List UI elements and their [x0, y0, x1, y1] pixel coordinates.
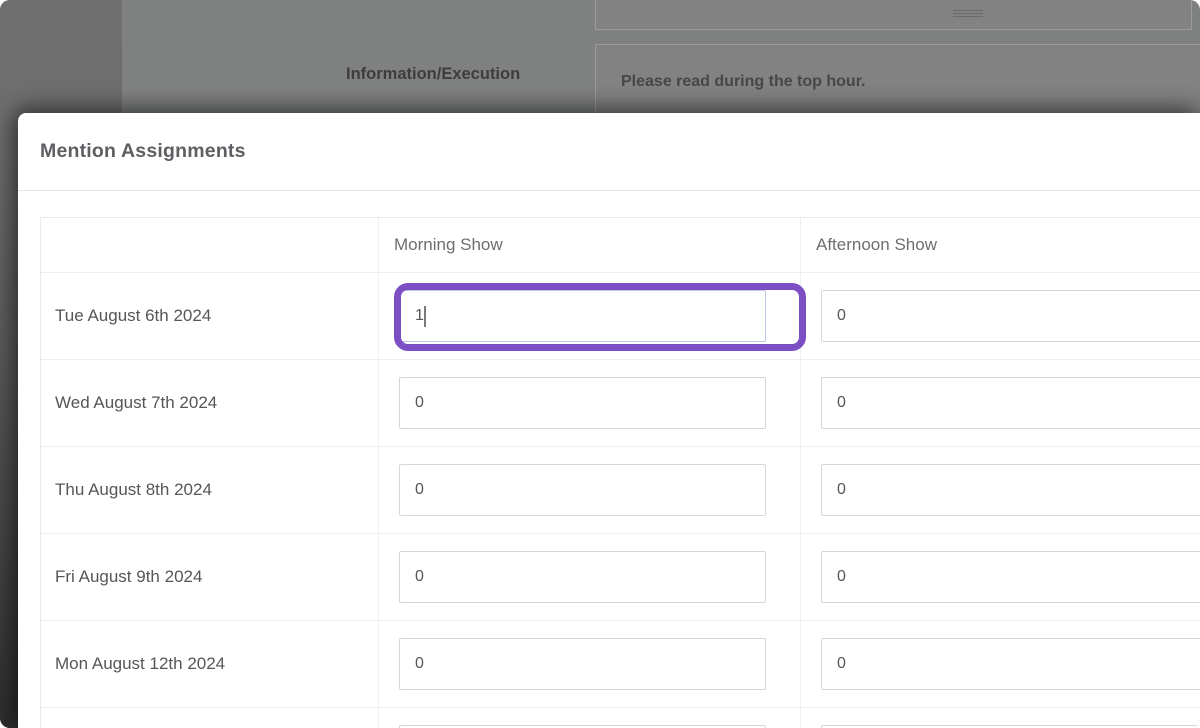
- column-header-afternoon: Afternoon Show: [801, 218, 1200, 273]
- morning-show-input[interactable]: [399, 551, 766, 603]
- row-date-label: Mon August 12th 2024: [41, 621, 379, 708]
- morning-cell: [379, 621, 801, 708]
- row-date-label: Fri August 9th 2024: [41, 534, 379, 621]
- row-date-label: Tue August 6th 2024: [41, 273, 379, 360]
- afternoon-cell: [801, 273, 1200, 360]
- modal-title: Mention Assignments: [40, 140, 246, 162]
- afternoon-show-input[interactable]: [821, 725, 1200, 728]
- text-cursor: [424, 306, 426, 327]
- afternoon-show-input[interactable]: [821, 464, 1200, 516]
- column-header-date: [41, 218, 379, 273]
- morning-show-input[interactable]: [399, 290, 766, 342]
- morning-show-input[interactable]: [399, 464, 766, 516]
- afternoon-show-input[interactable]: [821, 638, 1200, 690]
- assignments-table: Morning Show Afternoon Show Tue August 6…: [40, 217, 1200, 728]
- morning-cell: [379, 360, 801, 447]
- row-date-label: Wed August 7th 2024: [41, 360, 379, 447]
- column-header-morning: Morning Show: [379, 218, 801, 273]
- afternoon-cell: [801, 360, 1200, 447]
- afternoon-show-input[interactable]: [821, 377, 1200, 429]
- script-textarea: [595, 0, 1192, 30]
- afternoon-cell: [801, 447, 1200, 534]
- morning-cell: [379, 534, 801, 621]
- mention-assignments-modal: Mention Assignments Morning Show Afterno…: [18, 113, 1200, 728]
- morning-show-input[interactable]: [399, 377, 766, 429]
- morning-cell: [379, 708, 801, 728]
- row-date-label: Thu August 8th 2024: [41, 447, 379, 534]
- morning-show-input[interactable]: [399, 725, 766, 728]
- morning-cell: [379, 273, 806, 360]
- morning-show-input[interactable]: [399, 638, 766, 690]
- afternoon-show-input[interactable]: [821, 290, 1200, 342]
- section-label: Information/Execution: [346, 65, 521, 83]
- note-field: Please read during the top hour.: [595, 44, 1200, 119]
- row-date-label: [41, 708, 379, 728]
- afternoon-cell: [801, 621, 1200, 708]
- afternoon-cell: [801, 708, 1200, 728]
- modal-header: Mention Assignments: [18, 113, 1200, 191]
- note-text: Please read during the top hour.: [621, 72, 866, 90]
- resize-handle-icon: [953, 10, 983, 18]
- morning-cell: [379, 447, 801, 534]
- afternoon-show-input[interactable]: [821, 551, 1200, 603]
- afternoon-cell: [801, 534, 1200, 621]
